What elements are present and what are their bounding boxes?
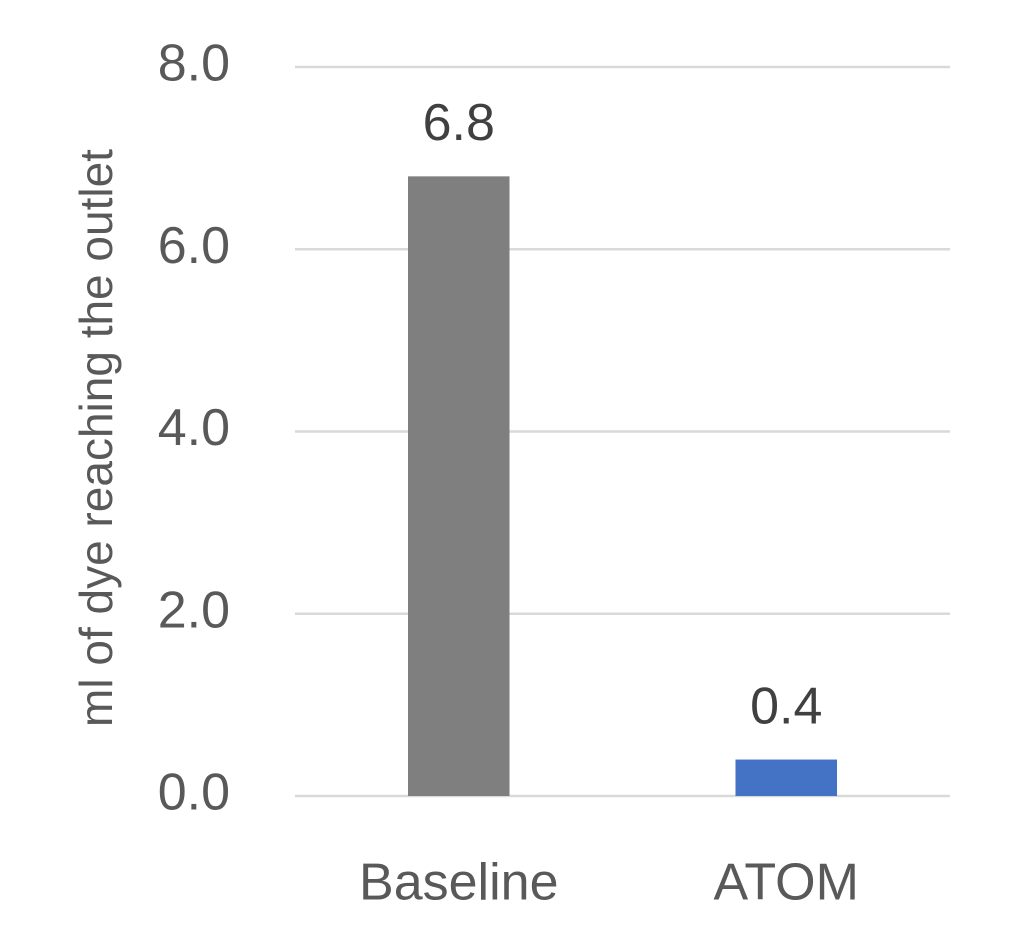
value-label: 6.8	[423, 94, 495, 152]
y-tick-label: 2.0	[158, 581, 230, 639]
y-tick-label: 6.0	[158, 217, 230, 275]
x-tick-label: ATOM	[714, 854, 859, 912]
bar	[407, 176, 510, 797]
y-tick-label: 4.0	[158, 399, 230, 457]
bar	[735, 759, 838, 796]
value-label: 0.4	[750, 677, 822, 735]
y-tick-label: 0.0	[158, 764, 230, 822]
y-tick-label: 8.0	[158, 35, 230, 93]
y-axis-label: ml of dye reaching the outlet	[70, 149, 122, 727]
x-tick-label: Baseline	[359, 854, 558, 912]
